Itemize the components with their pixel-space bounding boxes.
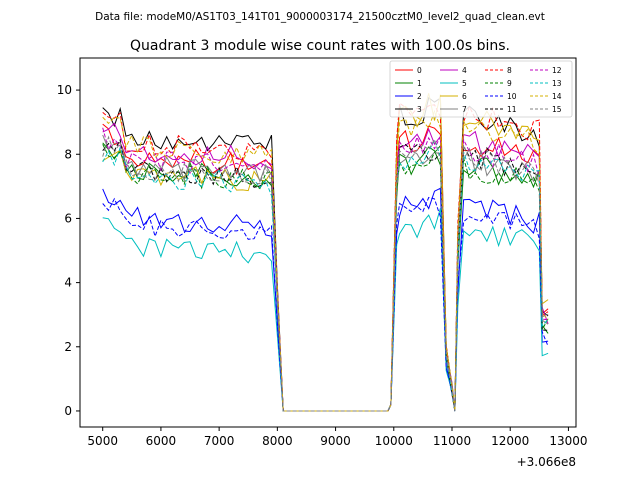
series-line-6 [102, 93, 549, 412]
series-line-4 [102, 122, 549, 412]
x-tick-label: 10000 [375, 434, 413, 448]
series-line-5 [102, 208, 549, 412]
series-line-1 [102, 142, 549, 412]
series-line-0 [102, 123, 549, 412]
legend-label-10: 10 [507, 92, 517, 101]
series-line-13 [102, 138, 549, 412]
y-tick-label: 0 [64, 404, 72, 418]
legend-label-13: 13 [552, 79, 562, 88]
legend-label-14: 14 [552, 92, 562, 101]
y-tick-label: 10 [57, 83, 72, 97]
legend-label-9: 9 [507, 79, 512, 88]
series-line-12 [102, 127, 549, 412]
x-tick-label: 8000 [262, 434, 293, 448]
series-line-8 [102, 102, 549, 412]
series-line-2 [102, 187, 549, 412]
x-tick-label: 5000 [87, 434, 118, 448]
series-line-9 [102, 144, 549, 412]
x-tick-label: 12000 [491, 434, 529, 448]
legend-label-8: 8 [507, 66, 512, 75]
chart-suptitle: Data file: modeM0/AS1T03_141T01_90000031… [95, 11, 545, 23]
chart-title: Quadrant 3 module wise count rates with … [130, 38, 510, 54]
x-tick-label: 9000 [320, 434, 351, 448]
series-line-3 [102, 96, 549, 412]
series-line-11 [102, 138, 549, 412]
axes-frame [79, 57, 577, 428]
legend-label-1: 1 [417, 79, 422, 88]
x-tick-label: 13000 [549, 434, 587, 448]
y-axis: 0 2 4 6 8 10 [57, 83, 80, 418]
x-axis: 5000 6000 7000 8000 9000 10000 11000 12000 13000 [87, 427, 588, 448]
series-line-15 [102, 135, 549, 412]
legend-box [389, 60, 573, 118]
legend-label-15: 15 [552, 105, 562, 114]
x-offset-label: +3.066e8 [517, 455, 576, 469]
series-line-14 [102, 109, 549, 412]
legend-label-2: 2 [417, 92, 422, 101]
plot-series-group [102, 93, 549, 412]
legend-label-3: 3 [417, 105, 422, 114]
y-tick-label: 6 [64, 211, 72, 225]
legend-label-0: 0 [417, 66, 422, 75]
x-tick-label: 6000 [146, 434, 177, 448]
legend-label-4: 4 [462, 66, 467, 75]
legend-label-7: 7 [462, 105, 467, 114]
y-tick-label: 8 [64, 147, 72, 161]
y-tick-label: 2 [64, 340, 72, 354]
series-line-10 [102, 196, 549, 412]
x-tick-label: 11000 [433, 434, 471, 448]
legend-label-6: 6 [462, 92, 467, 101]
axes-border [79, 57, 577, 428]
x-tick-label: 7000 [204, 434, 235, 448]
legend-label-11: 11 [507, 105, 517, 114]
legend-label-12: 12 [552, 66, 562, 75]
legend-label-5: 5 [462, 79, 467, 88]
y-tick-label: 4 [64, 276, 72, 290]
